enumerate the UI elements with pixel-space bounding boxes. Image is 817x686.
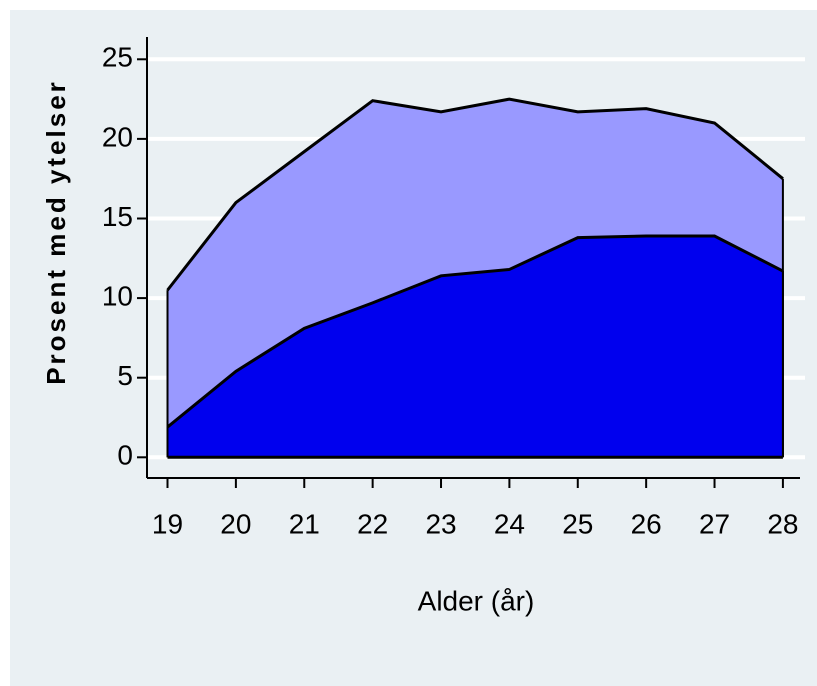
y-axis-label: Prosent med ytelser	[41, 79, 71, 385]
y-tick-label: 25	[102, 42, 133, 73]
y-tick-label: 20	[102, 121, 133, 152]
y-tick-label: 15	[102, 201, 133, 232]
x-axis-label: Alder (år)	[418, 585, 535, 616]
x-tick-label: 22	[357, 508, 388, 539]
x-tick-label: 26	[631, 508, 662, 539]
x-tick-label: 23	[425, 508, 456, 539]
area-outline	[166, 97, 784, 292]
x-tick-label: 20	[220, 508, 251, 539]
x-tick-label: 19	[152, 508, 183, 539]
area-outline	[166, 234, 784, 429]
y-tick-label: 0	[117, 440, 133, 471]
x-tick-label: 21	[289, 508, 320, 539]
x-tick-label: 24	[494, 508, 525, 539]
x-tick-label: 25	[562, 508, 593, 539]
y-tick-label: 5	[117, 360, 133, 391]
y-tick-label: 10	[102, 280, 133, 311]
area	[167, 236, 783, 458]
x-tick-label: 28	[767, 508, 798, 539]
x-tick-label: 27	[699, 508, 730, 539]
